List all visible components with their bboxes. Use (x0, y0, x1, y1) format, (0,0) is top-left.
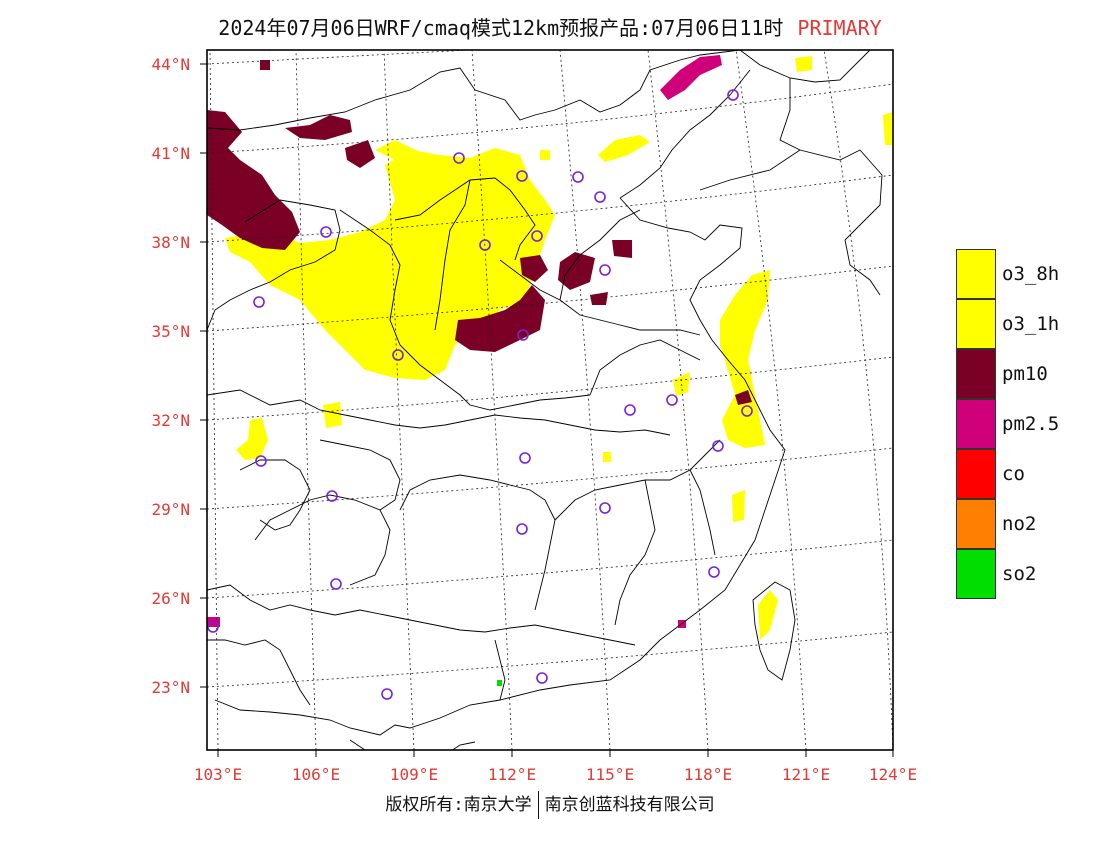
legend-item-pm10: pm10 (956, 349, 1048, 399)
station-marker (594, 191, 606, 203)
station-marker (516, 170, 528, 182)
boundaries (207, 50, 883, 750)
lat-label: 32°N (151, 411, 190, 430)
legend-swatch (956, 499, 996, 549)
station-marker (207, 621, 219, 633)
legend-swatch (956, 299, 996, 349)
legend-swatch (956, 249, 996, 299)
station-marker (712, 440, 724, 452)
legend-item-o3-8h: o3_8h (956, 249, 1059, 299)
map-frame (206, 49, 894, 751)
copyright-footer: 版权所有:南京大学 南京创蓝科技有限公司 (0, 790, 1100, 819)
lon-label: 106°E (291, 765, 341, 784)
map-title-tag: PRIMARY (797, 16, 882, 40)
legend-label: no2 (1002, 513, 1037, 535)
lon-label: 109°E (389, 765, 439, 784)
station-marker (536, 672, 548, 684)
station-marker (517, 329, 529, 341)
pm10-region (207, 60, 752, 405)
legend-label: co (1002, 463, 1025, 485)
station-marker (453, 152, 465, 164)
legend-label: pm2.5 (1002, 413, 1060, 435)
lat-label: 29°N (151, 500, 190, 519)
copyright-right: 南京创蓝科技有限公司 (544, 795, 715, 815)
legend-item-pm25: pm2.5 (956, 399, 1059, 449)
legend-label: so2 (1002, 563, 1037, 585)
lon-label: 121°E (781, 765, 831, 784)
station-marker (599, 502, 611, 514)
legend-swatch (956, 399, 996, 449)
station-marker (253, 296, 265, 308)
station-marker (255, 455, 267, 467)
station-marker (392, 349, 404, 361)
station-marker (666, 394, 678, 406)
lon-label: 103°E (193, 765, 243, 784)
station-marker (320, 226, 332, 238)
station-marker (741, 405, 753, 417)
legend-label: pm10 (1002, 363, 1048, 385)
lon-label: 112°E (487, 765, 537, 784)
station-markers (207, 89, 753, 700)
legend: o3_8h o3_1h pm10 pm2.5 co no2 so2 (956, 249, 1059, 599)
legend-item-o3-1h: o3_1h (956, 299, 1059, 349)
so2-cell (497, 680, 502, 686)
map-title-main: 2024年07月06日WRF/cmaq模式12km预报产品:07月06日11时 (218, 16, 784, 40)
legend-label: o3_1h (1002, 313, 1060, 335)
lat-label: 44°N (151, 55, 190, 74)
lat-label: 38°N (151, 233, 190, 252)
legend-swatch (956, 449, 996, 499)
station-marker (727, 89, 739, 101)
station-marker (572, 171, 584, 183)
legend-item-co: co (956, 449, 1025, 499)
legend-swatch (956, 349, 996, 399)
station-marker (381, 688, 393, 700)
lon-label: 115°E (585, 765, 635, 784)
lon-label: 118°E (683, 765, 733, 784)
lat-label: 35°N (151, 322, 190, 341)
lon-label: 124°E (868, 765, 918, 784)
o3-region (225, 56, 893, 640)
legend-swatch (956, 549, 996, 599)
footer-divider (537, 791, 539, 819)
copyright-left: 版权所有:南京大学 (385, 795, 532, 815)
legend-item-no2: no2 (956, 499, 1036, 549)
station-marker (531, 230, 543, 242)
axis-ticks (200, 63, 894, 757)
station-marker (326, 490, 338, 502)
station-marker (599, 264, 611, 276)
lat-label: 23°N (151, 678, 190, 697)
graticule (207, 50, 893, 750)
station-marker (479, 239, 491, 251)
legend-item-so2: so2 (956, 549, 1036, 599)
station-marker (516, 523, 528, 535)
station-marker (708, 566, 720, 578)
station-marker (519, 452, 531, 464)
legend-label: o3_8h (1002, 263, 1060, 285)
lat-label: 26°N (151, 589, 190, 608)
lat-label: 41°N (151, 144, 190, 163)
station-marker (624, 404, 636, 416)
map-title: 2024年07月06日WRF/cmaq模式12km预报产品:07月06日11时 P… (0, 12, 1100, 41)
station-marker (330, 578, 342, 590)
